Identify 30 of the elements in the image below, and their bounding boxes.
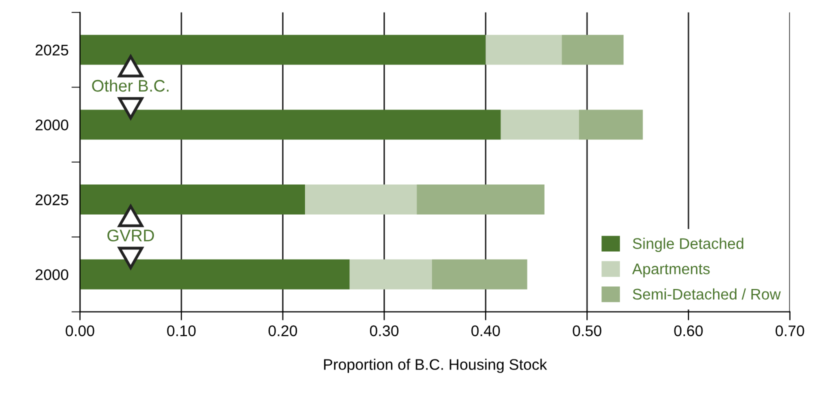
x-axis-title: Proportion of B.C. Housing Stock — [324, 358, 548, 373]
annotation: GVRD — [107, 230, 154, 242]
bar — [562, 34, 624, 65]
x-tick-label: 0.40 — [471, 325, 500, 336]
bar — [432, 259, 528, 290]
legend-label: Apartments — [632, 264, 710, 278]
x-tick-label: 0.50 — [572, 325, 602, 336]
y-tick-label: 2000 — [36, 269, 68, 280]
bar — [500, 110, 579, 140]
annotation: Other B.C. — [92, 79, 169, 92]
bar — [416, 184, 544, 214]
x-tick-label: 0.70 — [776, 325, 804, 336]
bar — [486, 34, 562, 65]
bar — [80, 34, 486, 65]
bar — [80, 184, 306, 214]
x-tick-label: 0.00 — [66, 325, 94, 336]
legend-label: Semi-Detached / Row — [632, 288, 781, 300]
bar — [305, 184, 417, 214]
y-tick-label: 2025 — [36, 44, 68, 56]
y-tick-label: 2000 — [36, 120, 68, 130]
bar — [578, 110, 643, 140]
x-tick-label: 0.60 — [674, 325, 703, 336]
legend-label: Single Detached — [632, 238, 744, 252]
x-tick-label: 0.30 — [370, 325, 398, 336]
bar — [80, 110, 501, 140]
x-tick-label: 0.20 — [268, 325, 298, 336]
bar — [80, 259, 350, 290]
y-tick-label: 2025 — [36, 194, 68, 206]
bar — [350, 259, 432, 290]
x-tick-label: 0.10 — [167, 325, 196, 336]
